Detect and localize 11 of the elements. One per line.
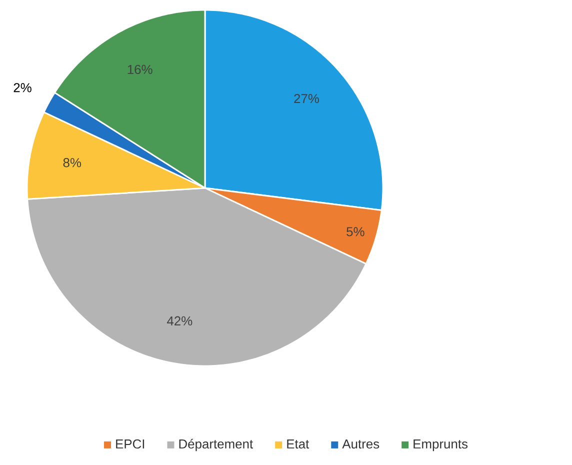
data-label: 5%: [346, 227, 364, 236]
legend-label: Département: [179, 438, 253, 452]
data-label: 2%: [14, 83, 32, 92]
legend-label: Emprunts: [414, 440, 468, 452]
data-label: 8%: [63, 158, 82, 168]
data-label: 27%: [294, 94, 319, 104]
legend-label: EPCI: [116, 439, 144, 449]
data-label: 16%: [128, 64, 152, 74]
legend-label: Etat: [287, 440, 310, 449]
data-label: 42%: [166, 316, 192, 326]
legend-label: Autres: [342, 440, 380, 449]
